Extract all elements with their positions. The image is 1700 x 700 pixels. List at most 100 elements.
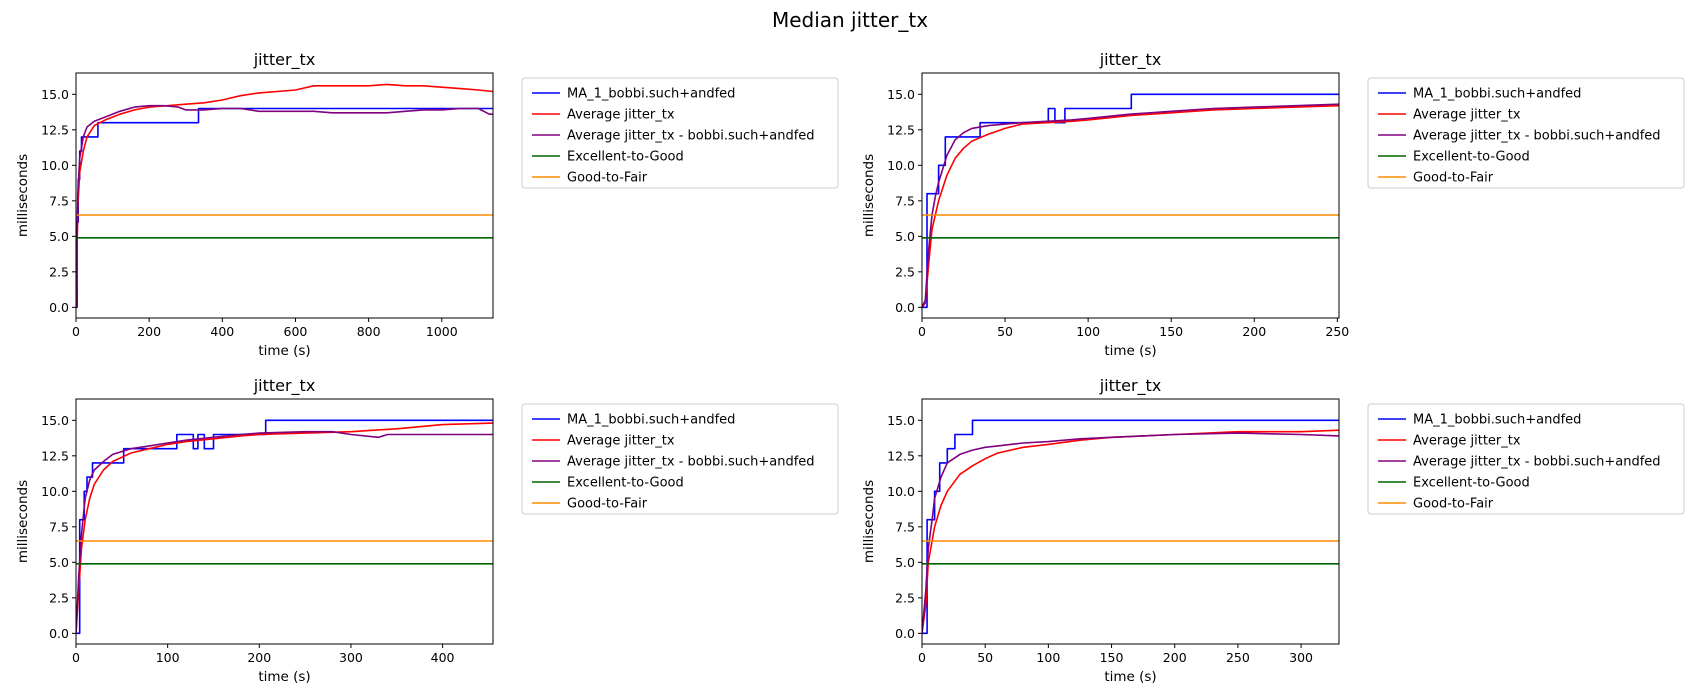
y-tick-label: 5.0: [895, 555, 915, 570]
x-tick-label: 150: [1159, 324, 1183, 339]
y-tick-label: 5.0: [895, 229, 915, 244]
legend-label: Good-to-Fair: [567, 171, 648, 186]
x-tick-label: 50: [997, 324, 1013, 339]
series-group: [76, 419, 493, 635]
legend: MA_1_bobbi.such+andfed Average jitter_tx A…: [521, 403, 839, 515]
subplot-2: jitter_tx 0.0 2.5 5.0 7.5 10.0 12.5 15.0 0 50 100 1…: [861, 50, 1685, 359]
x-tick-label: 50: [977, 650, 993, 665]
subplot-1: jitter_tx 0.0 2.5 5.0 7.5 10.0 12.5 15.0 0 200 400…: [15, 50, 839, 359]
legend-label: MA_1_bobbi.such+andfed: [567, 413, 735, 428]
y-tick-label: 15.0: [887, 87, 915, 102]
subplot-3: jitter_tx 0.0 2.5 5.0 7.5 10.0 12.5 15.0 0 100 200…: [15, 376, 839, 685]
series-group: [922, 93, 1339, 309]
y-axis-label: milliseconds: [861, 154, 877, 237]
x-axis-label: time (s): [1104, 343, 1156, 359]
legend-label: Good-to-Fair: [1413, 497, 1494, 512]
axes-frame: [921, 72, 1340, 319]
legend-label: Average jitter_tx - bobbi.such+andfed: [1413, 455, 1661, 470]
x-tick-label: 200: [137, 324, 161, 339]
y-tick-label: 12.5: [41, 122, 69, 137]
y-tick-label: 0.0: [49, 300, 69, 315]
series-line-3: [76, 430, 493, 634]
series-group: [76, 83, 493, 309]
y-tick-label: 7.5: [49, 519, 69, 534]
legend-label: MA_1_bobbi.such+andfed: [1413, 413, 1581, 428]
x-tick-label: 300: [339, 650, 363, 665]
series-line-2: [922, 104, 1339, 308]
x-tick-label: 400: [431, 650, 455, 665]
x-tick-label: 0: [918, 324, 926, 339]
y-tick-label: 2.5: [49, 264, 69, 279]
subplot-title: jitter_tx: [253, 50, 316, 70]
x-tick-label: 150: [1100, 650, 1124, 665]
series-line-2: [922, 429, 1339, 634]
axes-frame: [75, 72, 494, 319]
legend-label: Excellent-to-Good: [567, 476, 684, 491]
x-axis-label: time (s): [258, 343, 310, 359]
axes-frame: [921, 398, 1340, 645]
x-tick-label: 400: [210, 324, 234, 339]
legend-label: Average jitter_tx - bobbi.such+andfed: [567, 129, 815, 144]
legend-label: Average jitter_tx: [1413, 108, 1521, 123]
y-tick-label: 7.5: [895, 519, 915, 534]
legend-label: Average jitter_tx: [1413, 434, 1521, 449]
legend: MA_1_bobbi.such+andfed Average jitter_tx A…: [1367, 403, 1685, 515]
legend-label: Average jitter_tx - bobbi.such+andfed: [567, 455, 815, 470]
legend-label: Average jitter_tx: [567, 434, 675, 449]
x-tick-label: 250: [1226, 650, 1250, 665]
y-axis-label: milliseconds: [15, 480, 31, 563]
x-tick-label: 200: [1163, 650, 1187, 665]
y-tick-label: 5.0: [49, 229, 69, 244]
legend-label: Average jitter_tx - bobbi.such+andfed: [1413, 129, 1661, 144]
series-group: [922, 419, 1339, 635]
x-tick-label: 200: [247, 650, 271, 665]
legend-label: Average jitter_tx: [567, 108, 675, 123]
x-tick-label: 600: [284, 324, 308, 339]
legend-label: Excellent-to-Good: [1413, 150, 1530, 165]
legend-box: [521, 403, 839, 515]
legend-label: MA_1_bobbi.such+andfed: [1413, 87, 1581, 102]
legend: MA_1_bobbi.such+andfed Average jitter_tx A…: [1367, 77, 1685, 189]
y-axis-label: milliseconds: [861, 480, 877, 563]
y-tick-label: 12.5: [41, 448, 69, 463]
x-tick-label: 100: [1076, 324, 1100, 339]
x-axis-label: time (s): [258, 669, 310, 685]
series-line-3: [922, 432, 1339, 634]
series-line-3: [76, 104, 493, 308]
x-tick-label: 100: [1036, 650, 1060, 665]
series-line-3: [922, 103, 1339, 308]
y-tick-label: 15.0: [41, 87, 69, 102]
subplot-title: jitter_tx: [1099, 376, 1162, 396]
y-tick-label: 2.5: [895, 590, 915, 605]
legend: MA_1_bobbi.such+andfed Average jitter_tx A…: [521, 77, 839, 189]
series-line-1: [922, 93, 1339, 309]
x-tick-label: 1000: [426, 324, 458, 339]
x-tick-label: 100: [156, 650, 180, 665]
subplot-title: jitter_tx: [1099, 50, 1162, 70]
legend-label: Excellent-to-Good: [1413, 476, 1530, 491]
y-tick-label: 10.0: [41, 484, 69, 499]
y-tick-label: 7.5: [895, 193, 915, 208]
y-tick-label: 10.0: [887, 484, 915, 499]
x-tick-label: 0: [72, 324, 80, 339]
series-line-1: [922, 419, 1339, 635]
y-tick-label: 10.0: [41, 158, 69, 173]
y-tick-label: 0.0: [895, 300, 915, 315]
x-axis-label: time (s): [1104, 669, 1156, 685]
legend-label: Good-to-Fair: [1413, 171, 1494, 186]
y-tick-label: 15.0: [887, 413, 915, 428]
x-tick-label: 250: [1325, 324, 1349, 339]
legend-box: [521, 77, 839, 189]
y-tick-label: 0.0: [49, 626, 69, 641]
legend-label: Good-to-Fair: [567, 497, 648, 512]
figure-title: Median jitter_tx: [771, 8, 929, 32]
legend-label: Excellent-to-Good: [567, 150, 684, 165]
legend-label: MA_1_bobbi.such+andfed: [567, 87, 735, 102]
y-tick-label: 7.5: [49, 193, 69, 208]
x-tick-label: 0: [72, 650, 80, 665]
subplot-title: jitter_tx: [253, 376, 316, 396]
y-tick-label: 10.0: [887, 158, 915, 173]
subplot-4: jitter_tx 0.0 2.5 5.0 7.5 10.0 12.5 15.0 0 50 100 1…: [861, 376, 1685, 685]
series-line-1: [76, 419, 493, 635]
